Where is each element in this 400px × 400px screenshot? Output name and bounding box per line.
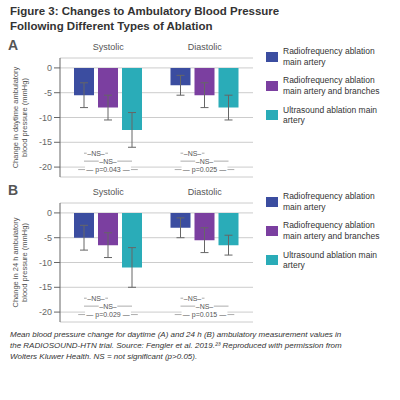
svg-text:–NS–: –NS–: [196, 158, 214, 165]
svg-text:Change in daytime ambulatorybl: Change in daytime ambulatoryblood pressu…: [11, 66, 29, 168]
html-text:Radiofrequency ablation main a: Radiofrequency ablation main artery and …: [283, 220, 380, 241]
html-text:Ultrasound ablation main arter: Ultrasound ablation main artery: [283, 249, 377, 271]
svg-text:0: 0: [47, 63, 52, 73]
svg-text:Systolic: Systolic: [93, 42, 125, 52]
html-text:Radiofrequency ablation main a: Radiofrequency ablation main artery: [283, 46, 375, 67]
svg-text:— p=0.025 —: — p=0.025 —: [183, 166, 226, 174]
svg-text:–NS–: –NS–: [196, 303, 214, 310]
svg-text:-15: -15: [39, 137, 52, 147]
svg-text:-15: -15: [39, 282, 52, 292]
svg-text:–NS–: –NS–: [184, 150, 202, 157]
svg-text:–NS–: –NS–: [184, 295, 202, 302]
svg-text:B: B: [8, 182, 18, 198]
html-text:Ultrasound ablation main arter: Ultrasound ablation main artery: [283, 104, 377, 126]
svg-text:–NS–: –NS–: [87, 150, 105, 157]
svg-text:-20: -20: [39, 162, 52, 172]
svg-text:0: 0: [47, 208, 52, 218]
svg-text:A: A: [8, 37, 18, 53]
svg-text:–NS–: –NS–: [99, 158, 117, 165]
svg-text:— p=0.029 —: — p=0.029 —: [86, 311, 129, 319]
svg-text:-5: -5: [44, 88, 52, 98]
svg-text:Change in 24 h ambulatoryblood: Change in 24 h ambulatoryblood pressure …: [11, 217, 29, 307]
svg-text:— p=0.043 —: — p=0.043 —: [86, 166, 129, 174]
svg-text:–NS–: –NS–: [99, 303, 117, 310]
svg-text:Diastolic: Diastolic: [188, 42, 223, 52]
html-text:Figure 3: Changes to Ambulator: Figure 3: Changes to Ambulatory Blood Pr…: [10, 5, 280, 32]
svg-text:Systolic: Systolic: [93, 187, 125, 197]
html-text:Radiofrequency ablation main a: Radiofrequency ablation main artery and …: [283, 75, 380, 96]
html-text:Mean blood pressure change for: Mean blood pressure change for daytime (…: [10, 330, 342, 361]
svg-text:–NS–: –NS–: [87, 295, 105, 302]
svg-text:— p=0.015 —: — p=0.015 —: [183, 311, 226, 319]
html-text:Radiofrequency ablation main a: Radiofrequency ablation main artery: [283, 191, 375, 212]
svg-text:-20: -20: [39, 307, 52, 317]
svg-text:-5: -5: [44, 233, 52, 243]
svg-text:-10: -10: [39, 113, 52, 123]
svg-text:Diastolic: Diastolic: [188, 187, 223, 197]
svg-text:-10: -10: [39, 258, 52, 268]
